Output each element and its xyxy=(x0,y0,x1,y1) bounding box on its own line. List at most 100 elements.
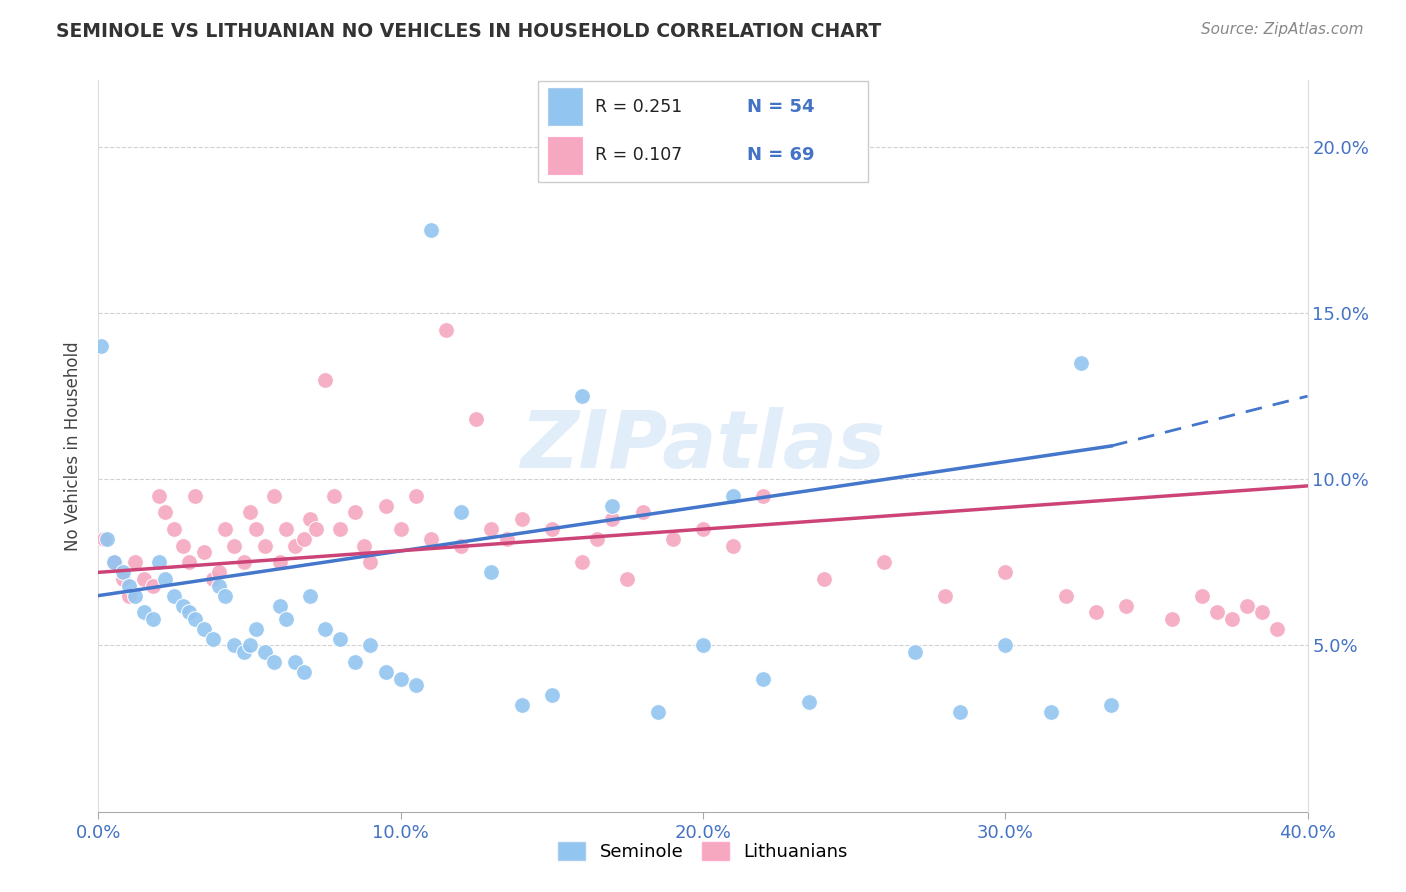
Point xyxy=(132,572,155,586)
Point xyxy=(616,572,638,586)
Text: SEMINOLE VS LITHUANIAN NO VEHICLES IN HOUSEHOLD CORRELATION CHART: SEMINOLE VS LITHUANIAN NO VEHICLES IN HO… xyxy=(56,22,882,41)
Point xyxy=(269,555,291,569)
Point xyxy=(465,412,488,426)
Point xyxy=(571,555,593,569)
Point xyxy=(405,489,427,503)
Point xyxy=(232,555,254,569)
Point xyxy=(274,612,297,626)
Point xyxy=(184,489,207,503)
Point xyxy=(344,506,367,520)
Text: R = 0.107: R = 0.107 xyxy=(595,146,682,164)
Point xyxy=(873,555,896,569)
Point xyxy=(434,323,457,337)
Point xyxy=(450,506,472,520)
Point xyxy=(586,532,609,546)
Point xyxy=(571,389,593,403)
Point xyxy=(193,545,215,559)
Point xyxy=(647,705,669,719)
Point xyxy=(353,539,375,553)
Point xyxy=(540,522,562,536)
Point xyxy=(314,372,336,386)
Point xyxy=(904,645,927,659)
Point xyxy=(481,566,503,580)
Point xyxy=(292,665,315,679)
Point xyxy=(245,522,267,536)
FancyBboxPatch shape xyxy=(537,81,869,182)
Point xyxy=(148,489,170,503)
Legend: Seminole, Lithuanians: Seminole, Lithuanians xyxy=(551,835,855,869)
Point xyxy=(934,589,956,603)
Point xyxy=(103,555,125,569)
Point xyxy=(1220,612,1243,626)
Point xyxy=(214,589,236,603)
Point xyxy=(118,579,141,593)
Point xyxy=(692,639,714,653)
Point xyxy=(1206,605,1229,619)
Point xyxy=(314,622,336,636)
Point xyxy=(93,532,115,546)
Point xyxy=(153,572,176,586)
Point xyxy=(193,622,215,636)
Point xyxy=(1191,589,1213,603)
Point xyxy=(142,612,165,626)
Point xyxy=(374,499,396,513)
Text: N = 69: N = 69 xyxy=(747,146,814,164)
Point xyxy=(179,555,201,569)
Point xyxy=(239,506,262,520)
Point xyxy=(692,522,714,536)
Point xyxy=(202,632,225,646)
Point xyxy=(1039,705,1062,719)
Point xyxy=(111,566,134,580)
Point xyxy=(994,566,1017,580)
Point xyxy=(284,539,307,553)
FancyBboxPatch shape xyxy=(548,136,582,174)
Point xyxy=(299,589,322,603)
Point xyxy=(274,522,297,536)
Point xyxy=(813,572,835,586)
Point xyxy=(420,532,443,546)
Point xyxy=(1115,599,1137,613)
Point xyxy=(723,489,745,503)
Point xyxy=(602,499,624,513)
Point xyxy=(124,589,146,603)
Point xyxy=(405,678,427,692)
Point xyxy=(450,539,472,553)
Point xyxy=(797,695,820,709)
Point xyxy=(1099,698,1122,713)
Point xyxy=(540,689,562,703)
Point xyxy=(90,339,112,353)
Point xyxy=(360,639,382,653)
Point xyxy=(510,512,533,526)
FancyBboxPatch shape xyxy=(548,88,582,126)
Point xyxy=(253,645,276,659)
Point xyxy=(329,522,352,536)
Point xyxy=(202,572,225,586)
Point xyxy=(142,579,165,593)
Point xyxy=(163,522,186,536)
Point xyxy=(374,665,396,679)
Point xyxy=(103,555,125,569)
Point xyxy=(153,506,176,520)
Point xyxy=(389,672,412,686)
Point xyxy=(994,639,1017,653)
Point xyxy=(172,599,194,613)
Point xyxy=(269,599,291,613)
Point xyxy=(263,489,285,503)
Text: Source: ZipAtlas.com: Source: ZipAtlas.com xyxy=(1201,22,1364,37)
Point xyxy=(239,639,262,653)
Point xyxy=(360,555,382,569)
Point xyxy=(163,589,186,603)
Y-axis label: No Vehicles in Household: No Vehicles in Household xyxy=(65,341,83,551)
Text: N = 54: N = 54 xyxy=(747,98,814,116)
Point xyxy=(510,698,533,713)
Point xyxy=(172,539,194,553)
Point xyxy=(284,655,307,669)
Point xyxy=(232,645,254,659)
Point xyxy=(96,532,118,546)
Point xyxy=(323,489,346,503)
Point xyxy=(344,655,367,669)
Point xyxy=(132,605,155,619)
Point xyxy=(179,605,201,619)
Point xyxy=(263,655,285,669)
Point xyxy=(111,572,134,586)
